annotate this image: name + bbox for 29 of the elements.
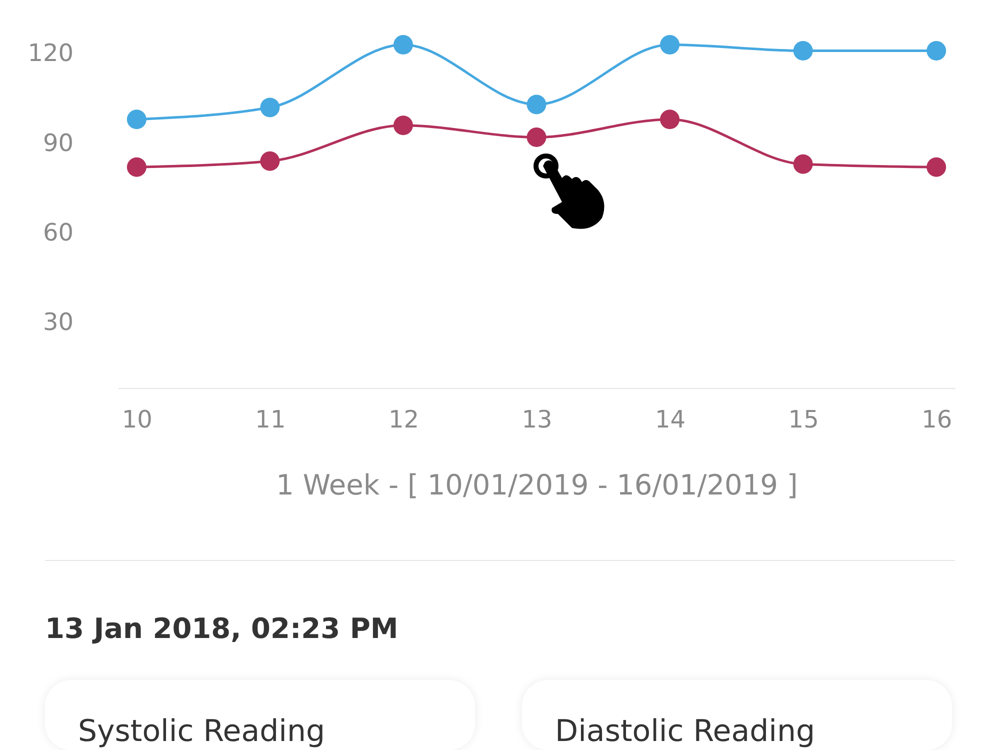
point bbox=[793, 41, 813, 60]
point bbox=[260, 98, 280, 118]
y-tick-label: 30 bbox=[42, 308, 74, 336]
point bbox=[393, 116, 413, 136]
point bbox=[660, 110, 680, 130]
point bbox=[526, 94, 546, 114]
x-tick-label: 16 bbox=[922, 406, 952, 434]
x-tick-label: 10 bbox=[122, 406, 152, 434]
card: Systolic Reading bbox=[45, 680, 475, 750]
x-tick-label: 13 bbox=[522, 406, 552, 434]
point bbox=[793, 154, 813, 174]
point bbox=[393, 35, 413, 54]
y-tick-label: 90 bbox=[42, 128, 74, 157]
point bbox=[926, 41, 946, 60]
y-tick-label: 60 bbox=[42, 218, 74, 246]
point bbox=[126, 110, 146, 130]
point bbox=[126, 157, 146, 177]
x-tick-label: 12 bbox=[388, 406, 419, 434]
x-tick-label: 11 bbox=[255, 406, 286, 434]
point bbox=[260, 151, 280, 171]
y-tick-label: 120 bbox=[28, 39, 74, 68]
x-axis-title: 1 Week - [ 10/01/2019 - 16/01/2019 ] bbox=[276, 468, 798, 502]
x-tick-label: 14 bbox=[655, 406, 686, 434]
point bbox=[526, 128, 546, 148]
point bbox=[926, 157, 946, 177]
point bbox=[660, 35, 680, 54]
x-tick-label: 15 bbox=[788, 406, 819, 434]
text: 13 Jan 2018, 02:23 PM bbox=[45, 612, 398, 645]
card: Diastolic Reading bbox=[522, 680, 952, 750]
